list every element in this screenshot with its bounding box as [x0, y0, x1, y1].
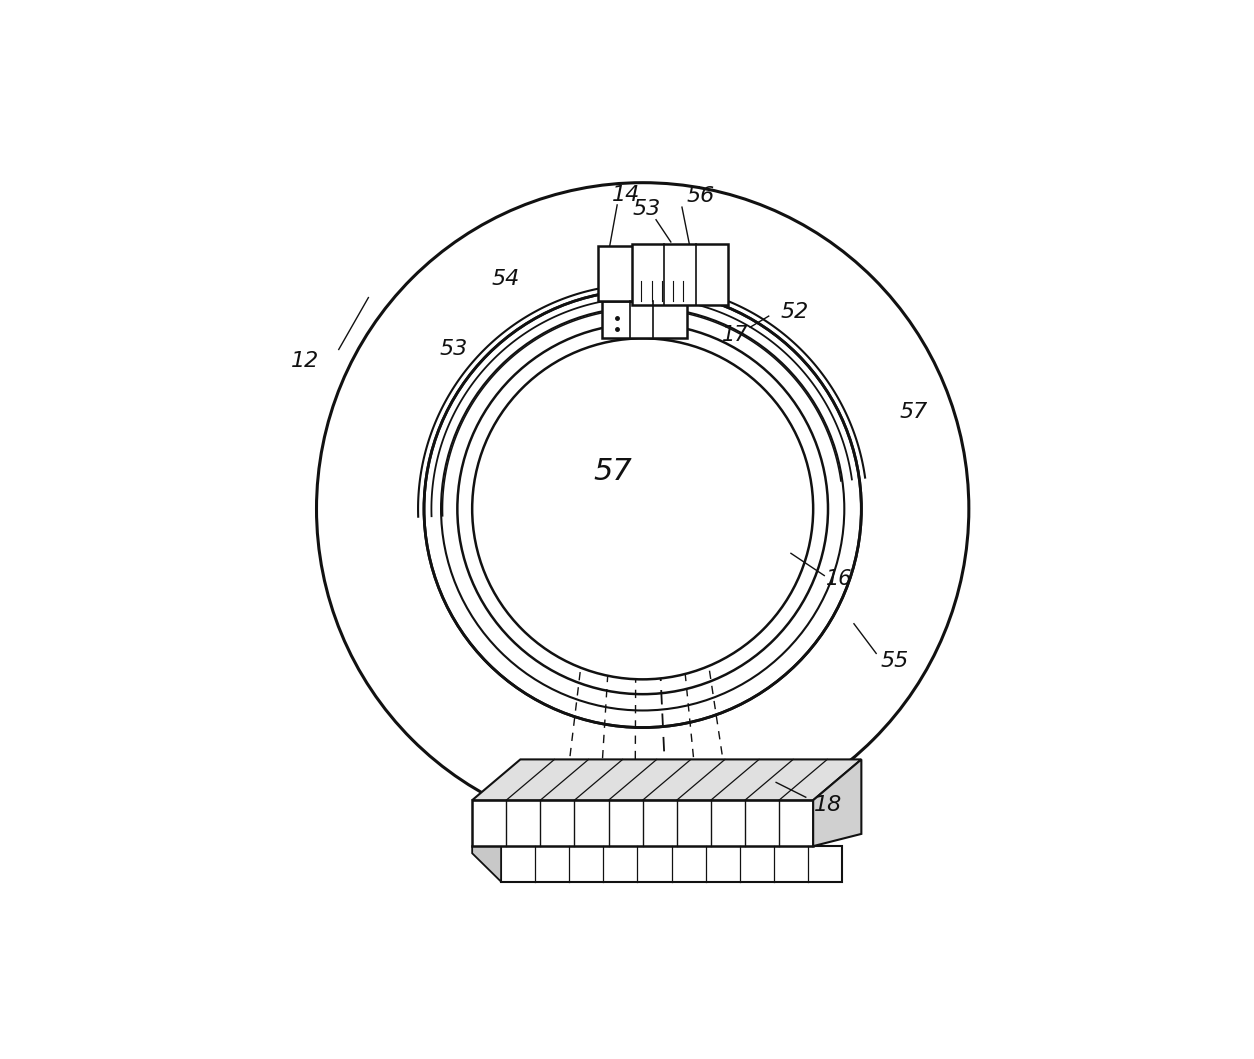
Circle shape	[316, 182, 969, 834]
Text: 14: 14	[612, 185, 641, 205]
Text: 55: 55	[880, 651, 909, 670]
Text: 57: 57	[899, 402, 928, 423]
Polygon shape	[473, 759, 861, 801]
Circle shape	[473, 338, 813, 680]
Polygon shape	[473, 801, 813, 846]
Polygon shape	[813, 759, 861, 846]
Bar	[632, 245, 727, 305]
Polygon shape	[502, 846, 843, 882]
Text: 53: 53	[439, 340, 468, 359]
Text: 17: 17	[722, 325, 749, 344]
Text: 54: 54	[492, 269, 519, 289]
Text: 56: 56	[686, 186, 715, 207]
Text: 57: 57	[593, 457, 632, 486]
Text: 53: 53	[632, 199, 661, 218]
Bar	[598, 246, 637, 301]
Circle shape	[424, 290, 861, 728]
Polygon shape	[473, 846, 502, 882]
Bar	[602, 302, 687, 339]
Text: 18: 18	[814, 794, 843, 814]
Text: 52: 52	[780, 303, 809, 322]
Text: 12: 12	[291, 351, 320, 371]
Text: 16: 16	[826, 570, 853, 589]
